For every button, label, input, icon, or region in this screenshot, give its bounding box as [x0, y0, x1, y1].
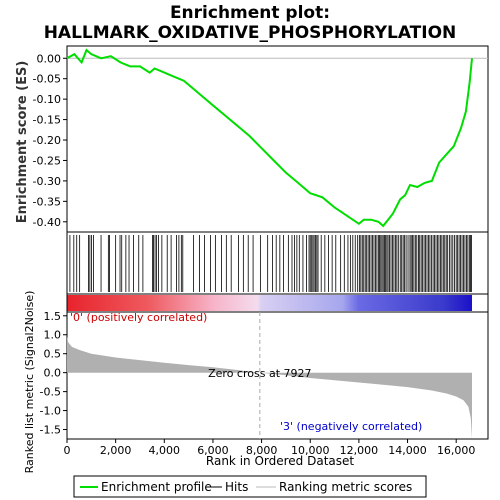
negative-correlation-label: '3' (negatively correlated) — [280, 420, 422, 433]
legend-ranking-label: Ranking metric scores — [279, 480, 412, 494]
hits-ticks — [69, 235, 472, 292]
enrichment-profile-line — [66, 48, 473, 228]
x-tick-label: 8,000 — [246, 444, 278, 457]
es-y-tick-label: -0.25 — [33, 154, 61, 167]
legend-box — [73, 475, 427, 498]
chart-title-line1: Enrichment plot: — [170, 3, 330, 23]
es-y-axis-label: Enrichment score (ES) — [15, 61, 30, 224]
x-axis-label: Rank in Ordered Dataset — [206, 454, 354, 468]
rank-y-tick-label: 1.5 — [44, 310, 62, 323]
rank-y-tick-label: 0.0 — [44, 367, 62, 380]
x-tick-label: 0 — [64, 444, 71, 457]
x-tick-label: 2,000 — [100, 444, 132, 457]
rank-heat-bar — [67, 295, 472, 311]
es-panel-frame — [66, 45, 489, 233]
es-y-tick-label: -0.40 — [33, 216, 61, 229]
es-y-tick-label: -0.35 — [33, 195, 61, 208]
es-y-ticks: 0.00 -0.05 -0.10 -0.15 -0.20 -0.25 -0.30 -0.35 -… — [33, 52, 67, 229]
positive-correlation-label: '0' (positively correlated) — [70, 311, 207, 324]
zero-cross-label: Zero cross at 7927 — [208, 367, 311, 380]
es-y-tick-label: -0.30 — [33, 175, 61, 188]
legend-ranking-metric: Ranking metric scores — [256, 480, 412, 494]
es-y-tick-label: -0.05 — [33, 73, 61, 86]
es-y-tick-label: -0.10 — [33, 93, 61, 106]
rank-y-tick-label: 0.5 — [44, 348, 62, 361]
rank-y-tick-label: -1.0 — [40, 405, 61, 418]
x-tick-label: 4,000 — [149, 444, 181, 457]
hits-panel-frame — [66, 231, 489, 295]
es-y-tick-label: 0.00 — [37, 52, 62, 65]
x-tick-label: 16,000 — [437, 444, 476, 457]
legend-enrichment-profile: Enrichment profile — [80, 480, 212, 494]
x-tick-label: 6,000 — [197, 444, 229, 457]
rank-y-ticks: 1.5 1.0 0.5 0.0 -0.5 -1.0 -1.5 — [40, 310, 67, 437]
legend-hits-label: Hits — [225, 480, 248, 494]
rank-y-tick-label: 1.0 — [44, 329, 62, 342]
legend-hits: Hits — [206, 480, 248, 494]
x-tick-label: 10,000 — [291, 444, 330, 457]
chart-title-line2: HALLMARK_OXIDATIVE_PHOSPHORYLATION — [44, 23, 457, 43]
rank-y-tick-label: -0.5 — [40, 386, 61, 399]
x-tick-label: 12,000 — [340, 444, 379, 457]
es-y-tick-label: -0.15 — [33, 114, 61, 127]
x-ticks: 0 2,000 4,000 6,000 8,000 10,000 12,000 14,000 1… — [64, 439, 476, 457]
rank-y-tick-label: -1.5 — [40, 424, 61, 437]
rank-y-axis-label: Ranked list metric (Signal2Noise) — [23, 291, 36, 474]
x-tick-label: 14,000 — [388, 444, 427, 457]
legend-enrichment-label: Enrichment profile — [101, 480, 212, 494]
es-y-tick-label: -0.20 — [33, 134, 61, 147]
